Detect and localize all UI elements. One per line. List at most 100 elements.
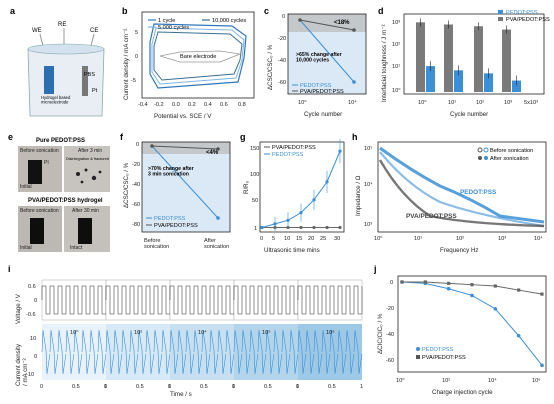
xtick: 10³ bbox=[498, 236, 506, 242]
we-electrode bbox=[44, 66, 54, 94]
legend-pva: PVA/PEDOT:PSS bbox=[154, 223, 198, 229]
x-axis-label: Frequency Hz bbox=[440, 247, 479, 254]
panel-i: i Voltage / V Current density/ mA cm⁻² T… bbox=[6, 262, 368, 399]
xtick: 0.2 bbox=[188, 102, 196, 108]
xtick: 0.6 bbox=[220, 102, 228, 108]
current-line bbox=[297, 329, 363, 375]
intact-label: Intact bbox=[70, 245, 83, 251]
panel-letter: b bbox=[122, 6, 128, 16]
label-before: Before sonication bbox=[20, 148, 59, 154]
time-tick: 0.5 bbox=[200, 384, 208, 390]
delam-label: Disintegration & fractured bbox=[66, 157, 109, 161]
xtick: 10⁰ bbox=[396, 377, 405, 384]
time-tick: 0 bbox=[168, 384, 171, 390]
xtick: -0.4 bbox=[138, 102, 148, 108]
ytick: -10 bbox=[26, 372, 34, 378]
pva-curves bbox=[378, 159, 545, 228]
c-point bbox=[298, 18, 302, 22]
j-point bbox=[517, 288, 521, 292]
xtick: 10⁰ bbox=[374, 235, 383, 242]
time-tick: 0 bbox=[40, 384, 43, 390]
legend-pva: PVA/PEDOT:PSS bbox=[422, 355, 466, 361]
xtick: 0.4 bbox=[204, 102, 212, 108]
bar-pva bbox=[416, 22, 425, 93]
panel-letter: h bbox=[352, 132, 358, 142]
legend-after: After sonication bbox=[490, 156, 529, 162]
j-point bbox=[516, 333, 521, 338]
c-point bbox=[352, 28, 356, 32]
time-tick: 0 bbox=[296, 384, 299, 390]
f-point bbox=[150, 144, 154, 148]
xtick: 10¹ bbox=[414, 236, 422, 242]
y-axis-label: Current density / mA cm⁻² bbox=[123, 29, 130, 100]
time-ticks: 0 0.5 10 0.5 10 0.5 10 0.5 10 0.5 1 bbox=[40, 384, 363, 390]
ytick: -80 bbox=[132, 222, 140, 228]
y-label-bot: Current density/ mA cm⁻² bbox=[15, 343, 29, 386]
segment-label: 10⁰ bbox=[70, 329, 79, 336]
ytick: 10⁵ bbox=[364, 145, 373, 152]
ytick: -40 bbox=[278, 58, 286, 64]
xtick: 10² bbox=[442, 378, 450, 384]
annotation-4: <4% bbox=[206, 150, 219, 156]
ytick: 10³ bbox=[364, 222, 372, 228]
x-axis-label: Ultrasonic time mins bbox=[264, 247, 320, 254]
ytick: 10³ bbox=[392, 20, 400, 26]
xtick: 0.8 bbox=[238, 102, 246, 108]
panel-letter: c bbox=[264, 6, 269, 16]
initial-label-2: Initial bbox=[20, 245, 32, 251]
c-point bbox=[352, 80, 356, 84]
current-line bbox=[41, 329, 107, 375]
legend-5000: 5,000 cycles bbox=[158, 25, 189, 31]
bar-pedot bbox=[454, 70, 463, 92]
legend-pedot: PEDOT:PSS bbox=[154, 216, 186, 222]
segment-label: 10⁶ bbox=[326, 329, 335, 336]
bare-electrode-label: Bare electrode bbox=[180, 54, 216, 60]
label-after: After 3 min bbox=[78, 148, 102, 154]
j-point bbox=[446, 286, 451, 291]
photo-panel: e Pure PEDOT:PSS Before sonication After… bbox=[8, 132, 110, 252]
j-point bbox=[423, 280, 427, 284]
xtick: 10⁴ bbox=[534, 235, 543, 242]
legend-pedot: PEDOT:PSS bbox=[506, 10, 538, 16]
time-tick: 1 bbox=[104, 384, 107, 390]
panel-letter: a bbox=[10, 6, 16, 16]
x-axis-label: Cycle number bbox=[304, 111, 342, 118]
impedance-chart: h Impedance / Ω Frequency Hz 10⁵ 10⁴ 10³… bbox=[352, 132, 547, 254]
resistance-chart: g R/R₀ Ultrasonic time mins 150 100 50 1… bbox=[240, 132, 345, 254]
f-point bbox=[216, 216, 220, 220]
label-after-2: After 30 min bbox=[72, 208, 99, 214]
bar-pva bbox=[444, 24, 453, 92]
voltage-line bbox=[105, 285, 171, 315]
time-tick: 1 bbox=[232, 384, 235, 390]
panel-g: g R/R₀ Ultrasonic time mins 150 100 50 1… bbox=[238, 130, 348, 258]
legend-before: Before sonication bbox=[490, 148, 533, 154]
ytick: -5 bbox=[131, 78, 136, 84]
j-point bbox=[447, 281, 451, 285]
panel-letter: d bbox=[378, 6, 384, 16]
y-axis-label: R/R₀ bbox=[243, 180, 250, 194]
panel-b: b Current density / mA cm⁻² Potential vs… bbox=[120, 4, 258, 126]
j-point bbox=[400, 280, 404, 284]
ytick: 0 bbox=[34, 298, 37, 304]
xtick: 0.0 bbox=[172, 102, 180, 108]
y-axis-label: Impedance / Ω bbox=[355, 175, 362, 216]
ytick: -60 bbox=[278, 80, 286, 86]
ytick: 10² bbox=[392, 42, 400, 48]
annotation-70: >70% change after 3 min sonication bbox=[148, 166, 194, 178]
j-point bbox=[540, 292, 544, 296]
legend-pedot: PEDOT:PSS bbox=[422, 347, 454, 353]
g-point bbox=[312, 225, 316, 230]
ytick: -0.6 bbox=[26, 312, 36, 318]
ytick: 1 bbox=[254, 226, 257, 232]
re-label: RE bbox=[58, 22, 66, 28]
ytick: -20 bbox=[386, 306, 394, 312]
csc-chart: c ΔCSC/CSC₀ / % Cycle number 10⁰ 10⁴ 0 -… bbox=[264, 6, 367, 118]
g-point bbox=[325, 225, 329, 230]
cv-curve-5000 bbox=[151, 27, 245, 85]
time-tick: 0.5 bbox=[72, 384, 80, 390]
x-ticks: -0.4 -0.2 0.0 0.2 0.4 0.6 0.8 bbox=[138, 102, 246, 108]
ytick: -20 bbox=[278, 36, 286, 42]
annotation-18: <18% bbox=[334, 20, 350, 26]
ytick: 10⁰ bbox=[392, 87, 401, 94]
xtick: After sonication bbox=[204, 238, 229, 250]
